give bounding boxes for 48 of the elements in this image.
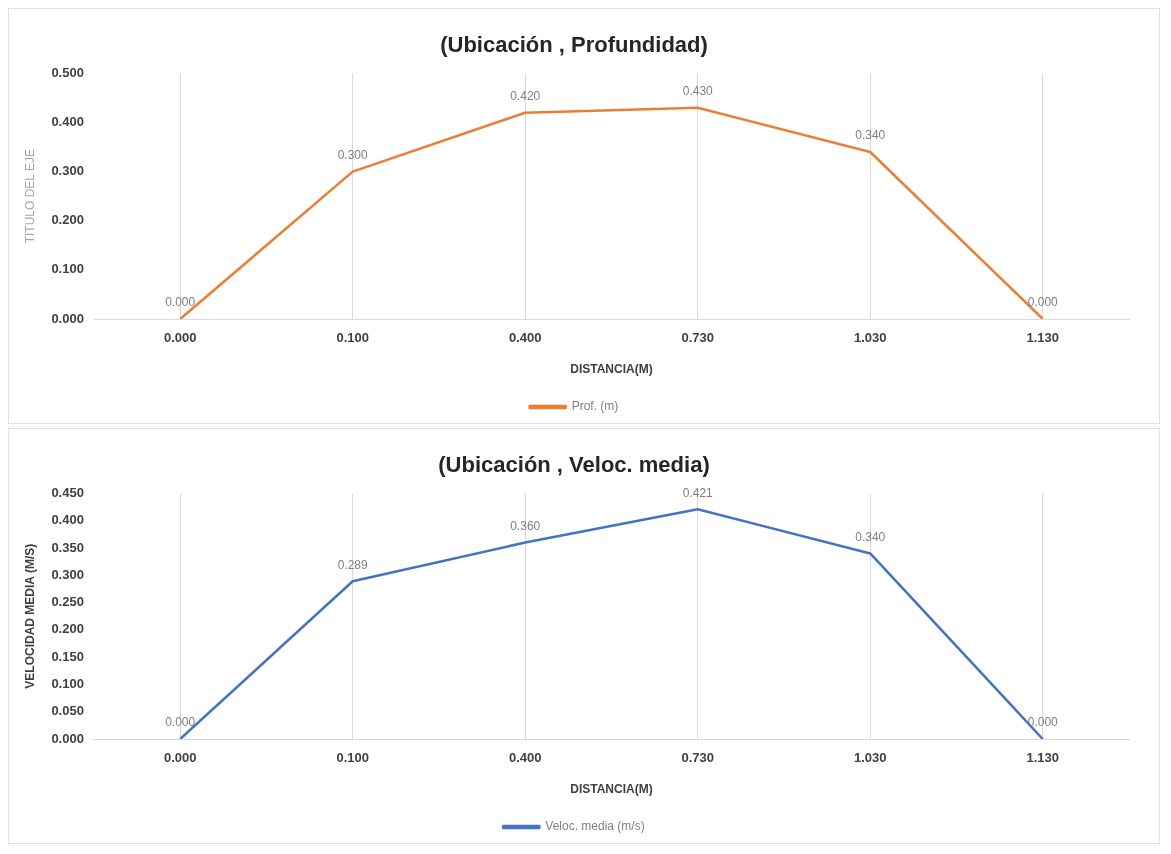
data-label: 0.421	[682, 485, 714, 500]
data-label: 0.000	[165, 715, 196, 730]
data-label: 0.000	[1027, 295, 1059, 310]
chart-title: (Ubicación , Veloc. media)	[438, 452, 710, 478]
x-tick-label: 0.000	[163, 330, 197, 346]
x-tick-label: 0.100	[336, 330, 369, 346]
x-tick-label: 1.030	[853, 330, 887, 346]
y-tick-label: 0.150	[51, 648, 84, 664]
x-tick-label: 0.730	[681, 750, 714, 766]
data-label: 0.430	[682, 84, 714, 99]
data-label: 0.000	[165, 295, 196, 310]
y-tick-label: 0.100	[51, 676, 84, 691]
y-axis-title: TITULO DEL EJE	[22, 149, 37, 244]
y-tick-label: 0.050	[51, 703, 84, 719]
legend-label: Veloc. media (m/s)	[545, 819, 645, 834]
y-tick-label: 0.100	[51, 261, 84, 277]
data-label: 0.340	[855, 529, 886, 544]
y-tick-label: 0.200	[51, 621, 84, 637]
x-axis-title: DISTANCIA(M)	[570, 362, 653, 377]
y-tick-label: 0.300	[51, 163, 84, 179]
y-tick-label: 0.450	[51, 484, 84, 500]
y-tick-label: 0.500	[51, 64, 84, 80]
x-tick-label: 0.100	[336, 750, 369, 766]
y-tick-label: 0.250	[51, 594, 84, 610]
y-tick-label: 0.000	[51, 310, 84, 326]
x-tick-label: 0.400	[508, 750, 542, 766]
data-label: 0.340	[855, 128, 886, 143]
y-axis-title: VELOCIDAD MEDIA (M/S)	[22, 543, 37, 689]
x-axis-title: DISTANCIA(M)	[570, 782, 653, 797]
y-tick-label: 0.350	[51, 539, 84, 555]
y-tick-label: 0.200	[51, 212, 84, 228]
x-tick-label: 1.030	[853, 750, 887, 766]
y-tick-label: 0.000	[51, 730, 84, 746]
legend-label: Prof. (m)	[571, 399, 619, 414]
y-tick-label: 0.400	[51, 114, 84, 130]
y-tick-label: 0.300	[51, 566, 84, 582]
y-tick-label: 0.400	[51, 512, 84, 528]
data-label: 0.420	[510, 89, 541, 104]
x-tick-label: 0.730	[681, 330, 714, 346]
x-tick-label: 0.400	[508, 330, 542, 346]
x-tick-label: 0.000	[163, 750, 197, 766]
data-label: 0.000	[1027, 715, 1059, 730]
chart-title: (Ubicación , Profundidad)	[440, 32, 708, 58]
data-label: 0.300	[337, 147, 369, 162]
data-label: 0.289	[337, 557, 369, 572]
x-tick-label: 1.130	[1026, 750, 1060, 766]
data-label: 0.360	[510, 518, 541, 533]
x-tick-label: 1.130	[1026, 330, 1060, 346]
